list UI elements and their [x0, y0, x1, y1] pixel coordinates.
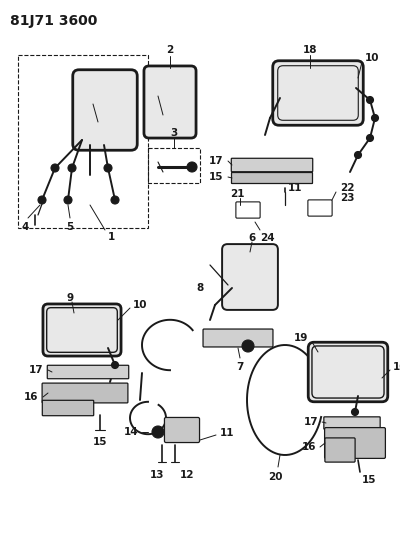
Text: 11: 11	[288, 183, 302, 193]
Text: 2: 2	[166, 45, 174, 55]
FancyBboxPatch shape	[308, 200, 332, 216]
Text: 21: 21	[230, 189, 244, 199]
Text: 17: 17	[303, 417, 318, 427]
Circle shape	[51, 164, 59, 172]
Circle shape	[112, 361, 118, 368]
FancyBboxPatch shape	[164, 417, 200, 442]
FancyBboxPatch shape	[231, 158, 313, 172]
Circle shape	[187, 162, 197, 172]
FancyBboxPatch shape	[232, 173, 312, 183]
FancyBboxPatch shape	[47, 365, 129, 379]
Text: 16: 16	[24, 392, 38, 402]
Text: 18: 18	[303, 45, 317, 55]
Text: 15: 15	[93, 437, 107, 447]
Text: 14: 14	[123, 427, 138, 437]
Circle shape	[152, 426, 164, 438]
Circle shape	[64, 196, 72, 204]
FancyBboxPatch shape	[236, 202, 260, 218]
Text: 15: 15	[208, 172, 223, 182]
Text: 19: 19	[294, 333, 308, 343]
Text: 23: 23	[340, 193, 354, 203]
FancyBboxPatch shape	[42, 400, 94, 416]
Text: 20: 20	[268, 472, 282, 482]
Text: 5: 5	[66, 222, 73, 232]
FancyBboxPatch shape	[308, 342, 388, 402]
Circle shape	[366, 96, 374, 103]
FancyBboxPatch shape	[203, 329, 273, 347]
Bar	[18, 55, 148, 228]
FancyBboxPatch shape	[42, 383, 128, 403]
Text: 17: 17	[28, 365, 43, 375]
Circle shape	[68, 164, 76, 172]
Text: 24: 24	[260, 233, 275, 243]
FancyBboxPatch shape	[73, 70, 137, 150]
FancyBboxPatch shape	[324, 417, 380, 429]
Text: 10: 10	[133, 300, 148, 310]
FancyBboxPatch shape	[325, 438, 355, 462]
FancyBboxPatch shape	[325, 427, 386, 458]
Text: 4: 4	[22, 222, 29, 232]
Text: 11: 11	[220, 428, 234, 438]
Circle shape	[366, 134, 374, 141]
Text: 9: 9	[66, 293, 74, 303]
FancyBboxPatch shape	[144, 66, 196, 138]
Text: 3: 3	[170, 128, 178, 138]
Circle shape	[111, 196, 119, 204]
Bar	[148, 148, 200, 183]
FancyBboxPatch shape	[273, 61, 363, 125]
Text: 10: 10	[393, 362, 400, 372]
Circle shape	[352, 408, 358, 416]
Text: 8: 8	[197, 283, 204, 293]
Circle shape	[104, 164, 112, 172]
Text: 15: 15	[362, 475, 376, 485]
FancyBboxPatch shape	[222, 244, 278, 310]
Text: 22: 22	[340, 183, 354, 193]
Text: 10: 10	[365, 53, 380, 63]
Text: 7: 7	[236, 362, 244, 372]
Circle shape	[354, 151, 362, 158]
Text: 1: 1	[108, 232, 115, 242]
Circle shape	[242, 340, 254, 352]
Text: 12: 12	[180, 470, 194, 480]
Text: 13: 13	[150, 470, 164, 480]
Circle shape	[372, 115, 378, 122]
Text: 6: 6	[248, 233, 256, 243]
Circle shape	[38, 196, 46, 204]
FancyBboxPatch shape	[43, 304, 121, 356]
Text: 17: 17	[208, 156, 223, 166]
Text: 81J71 3600: 81J71 3600	[10, 14, 97, 28]
Text: 16: 16	[302, 442, 316, 452]
